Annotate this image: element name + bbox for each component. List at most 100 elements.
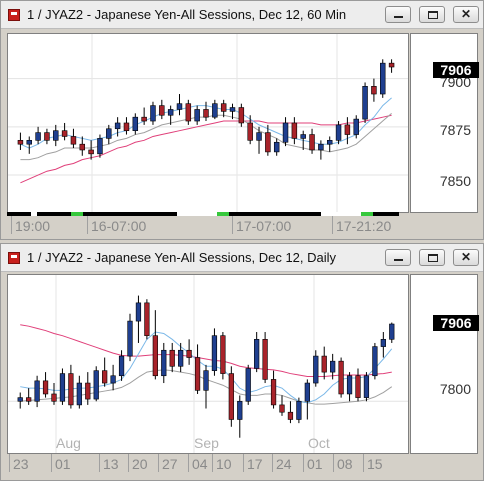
time-axis[interactable]: 19:00 16-07:00 17-07:00 17-21:20 <box>7 216 477 236</box>
app-icon[interactable] <box>8 252 20 264</box>
session-segment <box>31 212 37 216</box>
candle-up <box>93 370 99 400</box>
candle-up <box>326 140 333 145</box>
candle-up <box>161 349 167 377</box>
candle-up <box>53 130 59 141</box>
candle-down <box>152 335 158 377</box>
candle-up <box>296 400 302 420</box>
candle-down <box>144 302 150 336</box>
month-label: Oct <box>308 435 330 451</box>
candle-up <box>229 107 236 112</box>
candle-down <box>141 116 147 122</box>
month-label: Sep <box>194 435 219 451</box>
y-tick-label: 7850 <box>439 173 471 189</box>
app-icon[interactable] <box>8 9 20 21</box>
maximize-button[interactable] <box>419 6 445 23</box>
x-tick <box>87 216 88 234</box>
candle-down <box>70 136 77 145</box>
x-tick-label: 10 <box>216 456 232 472</box>
candle-up <box>346 375 353 395</box>
candle-down <box>338 360 344 395</box>
price-chart-plot[interactable] <box>7 33 409 213</box>
candle-up <box>362 86 368 120</box>
x-tick <box>188 454 189 472</box>
candle-up <box>17 397 23 402</box>
session-segment <box>177 212 217 216</box>
moving-average-slow <box>20 114 392 184</box>
candle-up <box>389 323 395 340</box>
candle-down <box>194 357 201 391</box>
candle-down <box>344 124 351 135</box>
x-tick <box>232 216 233 234</box>
candle-up <box>273 141 280 153</box>
x-tick-label: 19:00 <box>15 218 51 234</box>
candle-down <box>26 397 32 402</box>
session-segment <box>321 212 361 216</box>
candle-up <box>34 380 40 402</box>
candle-up <box>203 370 209 391</box>
minimize-button[interactable] <box>385 6 411 23</box>
x-tick-label: 17 <box>247 456 263 472</box>
candlestick-chart <box>8 34 408 212</box>
candle-down <box>238 107 245 124</box>
candle-down <box>85 382 91 400</box>
candle-down <box>88 149 94 155</box>
candle-down <box>265 132 271 153</box>
candle-up <box>76 382 82 406</box>
price-axis[interactable]: 7800 7906 <box>410 274 479 454</box>
x-tick <box>158 454 159 472</box>
candle-up <box>106 128 112 139</box>
candle-up <box>372 346 378 377</box>
candle-down <box>309 134 315 151</box>
candle-up <box>167 109 174 116</box>
title-bar[interactable]: 1 / JYAZ2 - Japanese Yen-All Sessions, D… <box>1 244 483 272</box>
candle-up <box>176 103 183 110</box>
candle-up <box>300 134 306 139</box>
y-tick-label: 7875 <box>439 122 471 138</box>
close-button[interactable]: ✕ <box>453 249 479 266</box>
candle-up <box>59 373 66 402</box>
x-tick <box>303 454 304 472</box>
title-bar[interactable]: 1 / JYAZ2 - Japanese Yen-All Sessions, D… <box>1 1 483 29</box>
close-icon: ✕ <box>460 7 472 21</box>
y-tick-label: 7900 <box>439 74 471 90</box>
session-segment <box>361 212 373 216</box>
candle-up <box>335 124 342 141</box>
candle-up <box>26 140 32 145</box>
maximize-button[interactable] <box>419 249 445 266</box>
candle-down <box>42 380 49 395</box>
candle-down <box>220 335 226 374</box>
x-tick-label: 17-21:20 <box>336 218 392 234</box>
x-tick-label: 04 <box>192 456 208 472</box>
chart-window-hourly[interactable]: 1 / JYAZ2 - Japanese Yen-All Sessions, D… <box>0 0 484 240</box>
close-icon: ✕ <box>460 250 472 264</box>
candle-up <box>135 302 142 322</box>
x-tick <box>51 454 52 472</box>
close-button[interactable]: ✕ <box>453 6 479 23</box>
candle-down <box>159 105 165 116</box>
candle-down <box>79 143 86 151</box>
x-tick <box>128 454 129 472</box>
time-axis[interactable]: 23 01 13 20 27 04 10 17 24 01 08 15 <box>7 454 477 474</box>
candle-down <box>220 103 227 112</box>
candle-up <box>35 132 41 141</box>
chart-window-daily[interactable]: 1 / JYAZ2 - Japanese Yen-All Sessions, D… <box>0 243 484 481</box>
candle-down <box>371 86 377 95</box>
candle-down <box>291 122 298 139</box>
minimize-icon <box>394 16 403 18</box>
minimize-button[interactable] <box>385 249 411 266</box>
candle-up <box>254 339 260 369</box>
x-tick <box>332 216 333 234</box>
candle-up <box>256 132 262 141</box>
candle-up <box>150 105 156 122</box>
candle-up <box>110 375 116 384</box>
candle-up <box>282 122 289 143</box>
candle-down <box>355 375 361 398</box>
x-tick <box>272 454 273 472</box>
candle-down <box>44 132 50 141</box>
candle-down <box>228 373 234 420</box>
price-chart-plot[interactable]: Aug Sep Oct <box>7 274 409 454</box>
x-tick-label: 01 <box>307 456 323 472</box>
price-axis[interactable]: 7900 7875 7850 7906 <box>410 33 479 213</box>
candle-down <box>17 140 24 145</box>
